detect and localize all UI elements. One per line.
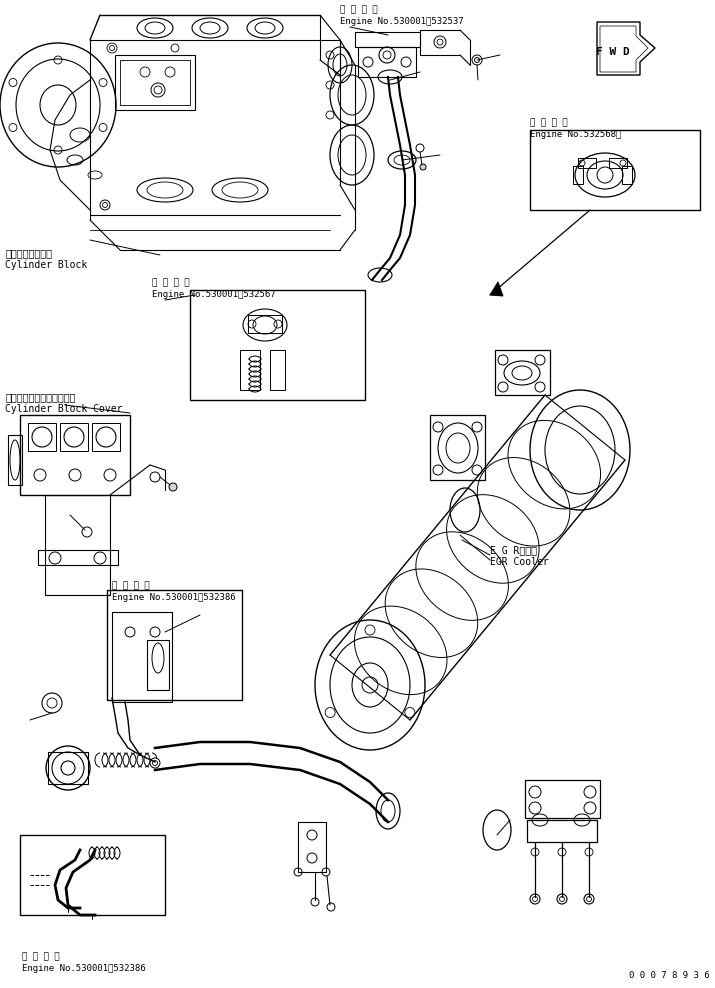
- Bar: [107, 590, 242, 700]
- Bar: [20, 835, 165, 915]
- Bar: [495, 350, 550, 395]
- Bar: [112, 612, 172, 702]
- Circle shape: [109, 45, 114, 50]
- Text: F W D: F W D: [596, 47, 630, 57]
- Bar: [120, 60, 190, 105]
- Bar: [270, 350, 285, 390]
- Text: Engine No.530001～532386: Engine No.530001～532386: [22, 964, 146, 973]
- Text: 適 用 号 機: 適 用 号 機: [22, 952, 59, 961]
- Text: 適 用 号 機: 適 用 号 機: [152, 278, 189, 287]
- Bar: [147, 640, 169, 690]
- Bar: [578, 158, 596, 168]
- Text: Engine No.530001～532386: Engine No.530001～532386: [112, 593, 236, 602]
- Bar: [8, 435, 22, 485]
- Circle shape: [150, 758, 160, 768]
- Circle shape: [82, 527, 92, 537]
- Text: Engine No.530001～532567: Engine No.530001～532567: [152, 290, 275, 299]
- Bar: [609, 158, 627, 168]
- Bar: [92, 423, 120, 451]
- Polygon shape: [597, 22, 655, 75]
- Circle shape: [327, 903, 335, 911]
- Text: 適 用 号 機: 適 用 号 機: [340, 5, 378, 14]
- Polygon shape: [490, 282, 503, 296]
- Text: 0 0 0 7 8 9 3 6: 0 0 0 7 8 9 3 6: [629, 971, 710, 980]
- Bar: [355, 32, 420, 47]
- Bar: [430, 415, 485, 480]
- Bar: [28, 423, 56, 451]
- Text: 適 用 号 機: 適 用 号 機: [112, 581, 149, 590]
- Circle shape: [311, 898, 319, 906]
- Bar: [38, 550, 118, 565]
- Text: シリンダブロックカバー－: シリンダブロックカバー－: [5, 392, 76, 402]
- Text: Engine No.532568～: Engine No.532568～: [530, 130, 621, 139]
- Text: シリンダブロック: シリンダブロック: [5, 248, 52, 258]
- Circle shape: [169, 483, 177, 491]
- Bar: [20, 415, 130, 495]
- Bar: [298, 822, 326, 872]
- Bar: [240, 350, 260, 390]
- Bar: [622, 166, 632, 184]
- Text: Cylinder Block: Cylinder Block: [5, 260, 87, 270]
- Text: EGR Cooler: EGR Cooler: [490, 557, 548, 567]
- Bar: [115, 55, 195, 110]
- Bar: [48, 752, 88, 784]
- Bar: [530, 130, 700, 210]
- Circle shape: [420, 164, 426, 170]
- Bar: [358, 47, 416, 77]
- Bar: [573, 166, 583, 184]
- Bar: [60, 423, 88, 451]
- Bar: [527, 820, 597, 842]
- Text: Engine No.530001～532537: Engine No.530001～532537: [340, 17, 463, 26]
- Bar: [248, 315, 282, 333]
- Bar: [525, 780, 600, 818]
- Text: Cylinder Block Cover: Cylinder Block Cover: [5, 404, 122, 414]
- Bar: [190, 290, 365, 400]
- Text: E G Rクーラ: E G Rクーラ: [490, 545, 537, 555]
- Bar: [45, 495, 110, 595]
- Text: 適 用 号 機: 適 用 号 機: [530, 118, 568, 127]
